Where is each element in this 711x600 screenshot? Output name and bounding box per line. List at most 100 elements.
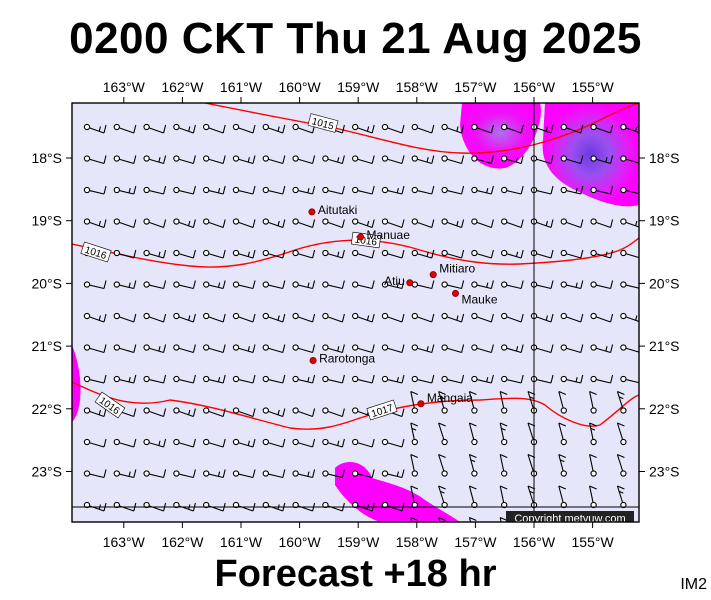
lat-label-right: 18°S: [649, 150, 680, 166]
wind-barb: [83, 312, 107, 323]
lon-label-top: 159°W: [337, 79, 380, 95]
wind-barb: [113, 155, 137, 165]
wind-barb: [113, 344, 137, 354]
wind-barb: [352, 280, 375, 290]
wind-barb: [471, 249, 494, 259]
places: Aitutaki Manuae Atiu Mitiaro Mauke Rarotonga M…: [308, 203, 498, 408]
copyright-text: Copyright metvuw.com: [514, 513, 625, 525]
wind-barb: [441, 280, 465, 290]
wind-barb: [468, 485, 478, 509]
wind-barb: [441, 374, 465, 384]
wind-barb: [468, 390, 478, 414]
lat-label-left: 18°S: [31, 150, 62, 166]
lat-label-right: 22°S: [649, 401, 680, 417]
wind-barb: [352, 155, 375, 165]
wind-barb: [441, 312, 465, 323]
lon-label-top: 158°W: [396, 79, 439, 95]
wind-barb: [381, 249, 405, 259]
wind-barb: [441, 123, 465, 134]
svg-text:Aitutaki: Aitutaki: [318, 203, 357, 217]
map-frame: [71, 102, 640, 523]
wind-barb: [173, 155, 196, 165]
wind-barb: [352, 469, 375, 479]
wind-barb: [381, 155, 405, 165]
place-manuae: Manuae: [357, 228, 410, 242]
wind-barb: [292, 374, 316, 384]
wind-barb: [441, 249, 465, 259]
wind-barb: [292, 155, 316, 165]
wind-barb: [232, 374, 256, 384]
wind-barb: [232, 312, 256, 323]
wind-barb: [292, 218, 316, 229]
wind-barb: [262, 312, 286, 323]
wind-barb: [501, 123, 524, 134]
wind-barb: [471, 218, 494, 229]
wind-barb: [83, 155, 107, 165]
svg-text:Rarotonga: Rarotonga: [319, 352, 375, 366]
wind-barb: [113, 438, 137, 448]
wind-barb: [589, 390, 597, 414]
wind-barb: [173, 249, 196, 259]
wind-barb: [411, 312, 435, 323]
wind-barb: [262, 185, 286, 195]
wind-barb: [560, 218, 584, 229]
wind-barb: [501, 280, 524, 290]
page-title: 0200 CKT Thu 21 Aug 2025: [69, 14, 642, 63]
wind-barb: [589, 422, 597, 446]
wind-barb: [203, 155, 226, 165]
place-mitiaro: Mitiaro: [429, 262, 476, 279]
wind-barb: [83, 185, 107, 195]
lon-label-top: 161°W: [220, 79, 263, 95]
wind-barb: [352, 218, 375, 229]
wind-barb: [438, 390, 448, 414]
isobar-north: [204, 103, 639, 154]
lon-label-bottom: 158°W: [396, 534, 439, 550]
wind-barbs: [83, 123, 639, 522]
wind-barb: [411, 344, 435, 354]
wind-barb: [560, 280, 584, 290]
wind-barb: [203, 469, 226, 479]
wind-barb: [471, 185, 494, 195]
wind-barb: [501, 249, 524, 259]
wind-barb: [262, 249, 286, 259]
lat-label-right: 19°S: [649, 213, 680, 229]
wind-barb: [173, 185, 196, 195]
wind-barb: [143, 185, 167, 195]
wind-barb: [203, 218, 226, 229]
wind-barb: [501, 218, 524, 229]
wind-barb: [411, 123, 435, 134]
lon-label-top: 156°W: [513, 79, 556, 95]
wind-barb: [620, 186, 639, 195]
wind-barb: [590, 374, 614, 384]
map-ocean: [72, 103, 639, 522]
wind-barb: [173, 280, 196, 290]
svg-text:Mangaia: Mangaia: [427, 391, 473, 405]
wind-barb: [620, 375, 639, 384]
wind-barb: [232, 218, 256, 229]
wind-barb: [113, 374, 137, 384]
lon-label-bottom: 155°W: [572, 534, 615, 550]
wind-barb: [232, 469, 256, 479]
wind-barb: [322, 407, 345, 418]
wind-barb: [262, 123, 286, 134]
wind-barb: [381, 218, 405, 229]
wind-barb: [262, 438, 286, 448]
wind-barb: [113, 469, 137, 479]
wind-barb: [441, 155, 465, 165]
wind-barb: [232, 249, 256, 259]
wind-barb: [113, 218, 137, 229]
wind-barb: [410, 390, 419, 414]
lon-label-bottom: 159°W: [337, 534, 380, 550]
wind-barb: [113, 249, 137, 259]
wind-barb: [352, 312, 375, 323]
wind-barb: [203, 249, 226, 259]
lon-label-bottom: 156°W: [513, 534, 556, 550]
lon-label-top: 160°W: [279, 79, 322, 95]
wind-barb: [143, 280, 167, 290]
wind-barb: [381, 374, 405, 384]
lat-label-left: 21°S: [31, 338, 62, 354]
lat-label-left: 19°S: [31, 213, 62, 229]
svg-text:Mitiaro: Mitiaro: [439, 262, 475, 276]
wind-barb: [322, 280, 345, 290]
